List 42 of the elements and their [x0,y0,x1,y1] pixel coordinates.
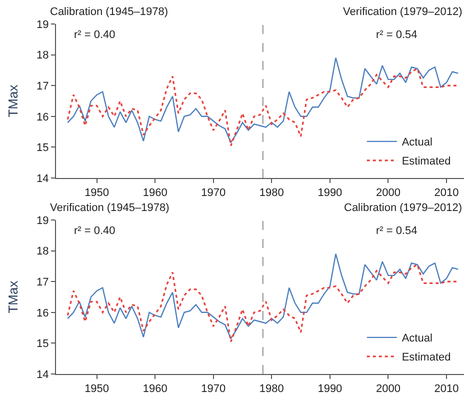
x-tick-label: 1990 [318,383,342,396]
y-tick-label: 15 [36,142,49,154]
text: Verification (1945–1978) [50,202,170,214]
y-axis-title: TMax [6,280,20,314]
text: Calibration (1945–1978) [50,6,168,18]
y-tick-label: 16 [36,307,49,320]
annotation: r² = 0.40 [74,29,116,41]
legend-label: Actual [402,332,432,345]
x-tick-label: 2000 [376,187,400,200]
x-tick-label: 1960 [142,187,168,200]
line-series [66,264,459,342]
y-tick-label: 17 [36,80,49,92]
legend-label: Estimated [402,352,451,364]
y-tick-label: 18 [36,50,49,62]
y-tick-label: 19 [36,214,49,227]
line-series [66,68,459,146]
legend-label: Actual [402,136,432,149]
annotation: r² = 0.54 [376,225,418,237]
x-tick-label: 1980 [259,187,284,200]
y-tick-label: 15 [36,338,49,350]
x-tick-label: 1990 [318,187,342,200]
y-tick-label: 14 [36,172,49,185]
x-tick-label: 1960 [142,383,168,396]
x-tick-label: 1980 [259,383,284,396]
x-tick-label: 2010 [434,383,459,396]
y-tick-label: 19 [36,18,49,31]
y-axis-title: TMax [6,84,20,118]
annotation: r² = 0.54 [376,29,418,41]
legend-label: Estimated [402,156,451,168]
annotation: r² = 0.40 [74,225,116,237]
y-tick-label: 16 [36,111,49,124]
y-tick-label: 17 [36,276,49,288]
y-tick-label: 18 [36,246,49,258]
y-tick-label: 14 [36,368,49,381]
x-tick-label: 2000 [376,383,400,396]
x-tick-label: 1950 [84,383,110,396]
x-tick-label: 1950 [84,187,110,200]
text: Verification (1979–2012) [343,6,462,18]
x-tick-label: 1970 [201,187,226,200]
x-tick-label: 1970 [201,383,226,396]
x-tick-label: 2010 [434,187,459,200]
text: Calibration (1979–2012) [344,202,462,214]
